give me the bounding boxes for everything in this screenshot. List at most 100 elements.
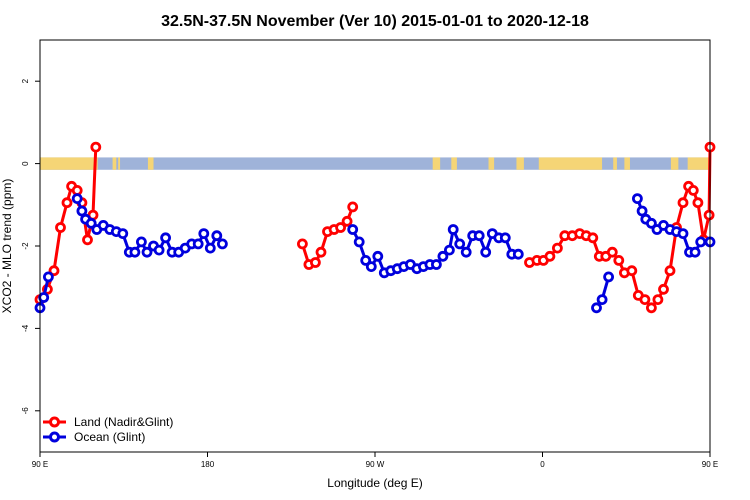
data-point-land — [626, 265, 638, 277]
data-point-land — [664, 265, 676, 277]
land-strip-segment — [147, 157, 154, 170]
data-point-ocean — [135, 236, 147, 248]
data-point-land — [552, 242, 563, 254]
data-point-ocean — [117, 228, 129, 240]
chart-title: 32.5N-37.5N November (Ver 10) 2015-01-01… — [161, 13, 589, 30]
land-strip-segment — [516, 157, 524, 170]
data-point-land — [61, 197, 73, 209]
data-point-ocean — [372, 250, 384, 262]
data-point-ocean — [43, 271, 54, 283]
land-strip-segment — [687, 157, 710, 170]
x-tick-label: 90 E — [702, 460, 718, 469]
land-ocean-strip — [40, 157, 710, 170]
y-axis: -6 -4 -2 0 2 — [21, 78, 40, 414]
data-point-land — [544, 250, 556, 262]
data-point-land — [341, 215, 353, 227]
data-point-land — [315, 246, 327, 258]
legend-label-ocean: Ocean (Glint) — [74, 430, 145, 444]
legend-marker-ocean — [49, 431, 60, 443]
data-point-land — [652, 294, 664, 306]
legend-entry-ocean: Ocean (Glint) — [43, 430, 145, 444]
data-point-ocean — [192, 238, 204, 250]
x-tick-label: 90 E — [32, 460, 48, 469]
land-strip-segment — [670, 157, 679, 170]
data-point-ocean — [454, 238, 466, 250]
data-point-ocean — [360, 254, 372, 266]
data-point-ocean — [71, 193, 83, 205]
data-point-land — [639, 294, 651, 306]
data-point-land — [296, 238, 308, 250]
land-strip-segment — [118, 157, 121, 170]
legend-entry-land: Land (Nadir&Glint) — [43, 415, 173, 429]
data-point-ocean — [160, 232, 172, 244]
y-tick-label: -4 — [21, 324, 30, 332]
data-point-ocean — [38, 292, 50, 303]
x-tick-label: 180 — [201, 460, 215, 469]
data-point-land — [347, 201, 359, 213]
data-point-ocean — [460, 246, 472, 258]
data-point-ocean — [129, 246, 141, 258]
data-point-ocean — [443, 244, 455, 256]
land-strip-segment — [624, 157, 630, 170]
y-tick-label: -2 — [21, 242, 30, 250]
data-point-land — [55, 222, 66, 233]
data-point-ocean — [499, 232, 511, 244]
land-strip-segment — [613, 157, 617, 170]
data-point-ocean — [632, 193, 643, 205]
data-point-land — [82, 234, 93, 246]
y-tick-label: 0 — [21, 161, 30, 166]
series-land — [34, 141, 716, 314]
land-strip-segment — [112, 157, 117, 170]
x-axis: 90 E 180 90 W 0 90 E — [32, 452, 718, 469]
data-point-ocean — [430, 259, 442, 270]
x-tick-label: 0 — [540, 460, 545, 469]
data-point-ocean — [365, 261, 377, 273]
data-point-ocean — [677, 228, 689, 240]
ocean-strip — [40, 157, 710, 170]
data-point-land — [90, 141, 102, 153]
data-point-ocean — [480, 246, 492, 258]
data-point-ocean — [347, 224, 359, 235]
legend-marker-land — [49, 416, 60, 428]
series-line-land — [529, 147, 712, 310]
data-point-land — [309, 257, 321, 268]
data-point-ocean — [447, 224, 459, 235]
data-point-land — [335, 222, 347, 233]
land-strip-segment — [538, 157, 603, 170]
data-point-ocean — [473, 230, 485, 242]
data-point-ocean — [85, 217, 97, 229]
series-layer — [34, 141, 716, 314]
data-point-land — [687, 184, 699, 196]
legend-label-land: Land (Nadir&Glint) — [74, 415, 173, 429]
data-point-land — [587, 232, 599, 244]
land-strip-segment — [40, 157, 98, 170]
data-point-ocean — [198, 228, 210, 240]
land-strip-segment — [432, 157, 441, 170]
data-point-ocean — [437, 250, 449, 262]
data-point-land — [703, 209, 715, 221]
data-point-land — [606, 246, 618, 258]
data-point-ocean — [646, 217, 657, 229]
data-point-ocean — [141, 246, 153, 258]
data-point-ocean — [76, 205, 88, 217]
x-tick-label: 90 W — [366, 460, 385, 469]
legend: Land (Nadir&Glint) Ocean (Glint) — [43, 415, 173, 444]
data-point-ocean — [636, 205, 648, 217]
data-point-ocean — [204, 242, 216, 254]
data-point-ocean — [695, 236, 707, 248]
data-point-ocean — [353, 236, 365, 248]
data-point-ocean — [596, 294, 608, 306]
data-point-land — [48, 265, 60, 277]
data-point-ocean — [216, 238, 228, 250]
land-strip-segment — [451, 157, 457, 170]
y-tick-label: -6 — [21, 407, 30, 415]
data-point-ocean — [211, 230, 223, 242]
data-point-land — [613, 254, 625, 266]
land-strip-segment — [488, 157, 495, 170]
data-point-land — [71, 184, 83, 196]
series-ocean — [34, 193, 716, 314]
data-point-ocean — [153, 244, 165, 256]
data-point-ocean — [591, 302, 602, 314]
